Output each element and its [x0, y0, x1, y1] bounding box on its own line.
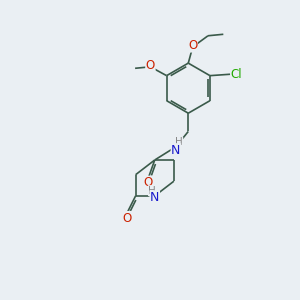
Text: H: H: [148, 186, 156, 196]
Text: H: H: [175, 137, 183, 147]
Text: O: O: [146, 58, 155, 72]
Text: O: O: [188, 39, 197, 52]
Text: N: N: [171, 144, 181, 157]
Text: O: O: [122, 212, 131, 224]
Text: N: N: [150, 191, 159, 204]
Text: Cl: Cl: [231, 68, 242, 81]
Text: O: O: [144, 176, 153, 189]
